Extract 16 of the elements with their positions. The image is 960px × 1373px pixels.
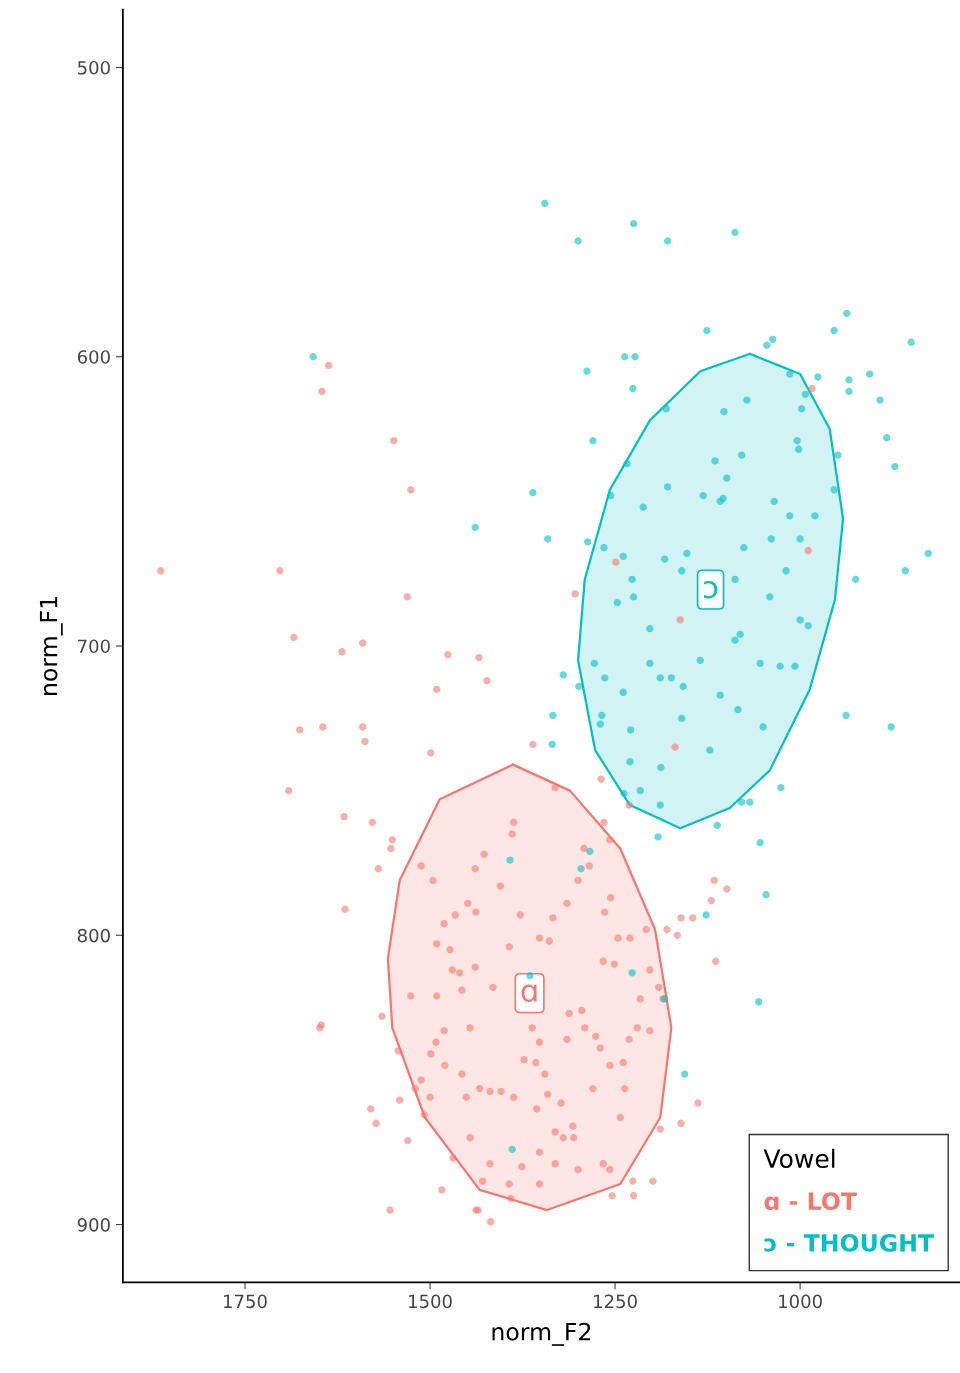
y-axis-title: norm_F1: [39, 597, 63, 695]
y-tick-label: 600: [77, 350, 110, 364]
text: ɑ - LOT: [764, 1192, 857, 1211]
y-tick-label: 800: [77, 928, 110, 943]
x-tick-label: 1250: [594, 1294, 637, 1309]
y-tick-label: 900: [77, 1217, 110, 1232]
legend-title: Vowel: [763, 1148, 835, 1169]
y-tick-label: 500: [78, 60, 110, 75]
x-axis-title: norm_F2: [492, 1322, 591, 1346]
x-tick-label: 1500: [409, 1294, 452, 1309]
y-tick-label: 700: [78, 639, 110, 654]
x-tick-label: 1750: [224, 1294, 267, 1309]
x-tick-label: 1000: [779, 1294, 822, 1309]
text: ɔ - THOUGHT: [764, 1233, 934, 1252]
annotation: ɔ: [704, 580, 718, 599]
annotation: ɑ: [521, 984, 537, 1002]
